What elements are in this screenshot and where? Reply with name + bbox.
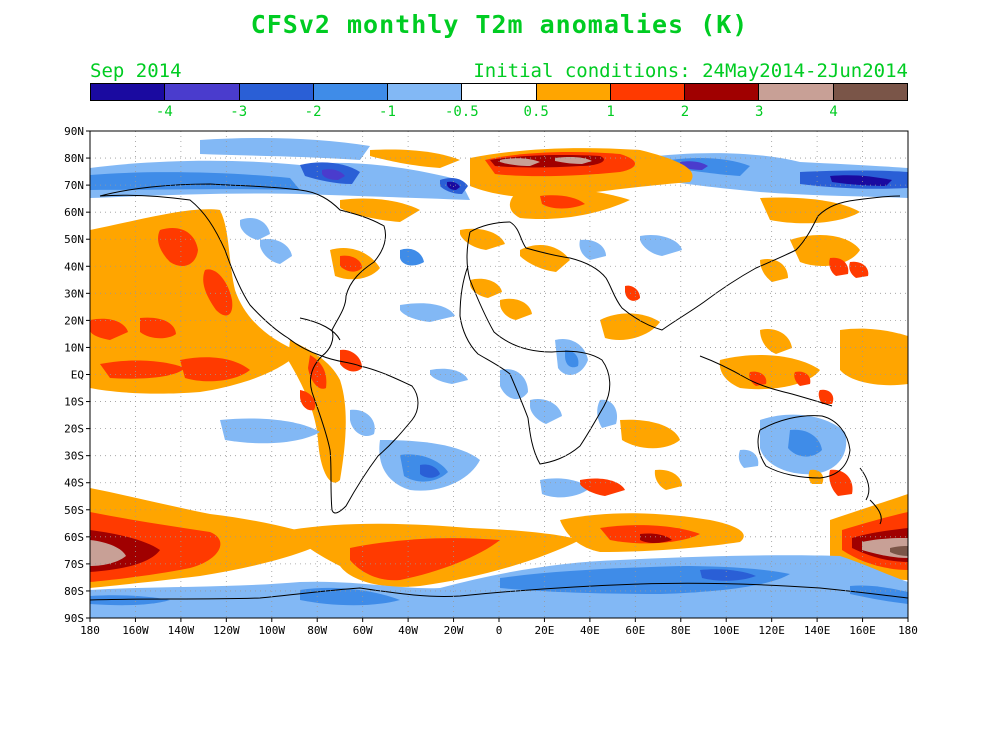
longitude-label: 160E xyxy=(849,624,876,637)
longitude-label: 60E xyxy=(625,624,645,637)
latitude-label: EQ xyxy=(71,369,84,382)
latitude-label: 40N xyxy=(64,260,84,273)
latitude-label: 20N xyxy=(64,314,84,327)
longitude-label: 140W xyxy=(168,624,195,637)
colorbar-segment xyxy=(610,84,686,100)
southern-ocean-warm-anomalies xyxy=(90,488,908,588)
colorbar-label: -4 xyxy=(155,104,173,120)
pacific-warm-anomalies xyxy=(90,209,300,394)
longitude-label: 20W xyxy=(444,624,464,637)
longitude-label: 60W xyxy=(353,624,373,637)
latitude-label: 80S xyxy=(64,585,84,598)
colorbar-label: 3 xyxy=(755,104,764,120)
longitude-label: 80E xyxy=(671,624,691,637)
africa-eurasia-anomalies xyxy=(460,228,682,498)
colorbar-label: -3 xyxy=(230,104,248,120)
colorbar-segment xyxy=(759,84,834,100)
latitude-label: 90S xyxy=(64,612,84,625)
latitude-label: 50N xyxy=(64,233,84,246)
colorbar-label: -0.5 xyxy=(444,104,479,120)
longitude-label: 40W xyxy=(398,624,418,637)
longitude-label: 0 xyxy=(496,624,503,637)
latitude-label: 60S xyxy=(64,531,84,544)
longitude-label: 160W xyxy=(122,624,149,637)
latitude-label: 30N xyxy=(64,287,84,300)
colorbar-segment xyxy=(165,84,240,100)
map-title: CFSv2 monthly T2m anomalies (K) xyxy=(250,10,749,39)
latitude-label: 20S xyxy=(64,423,84,436)
longitude-label: 120W xyxy=(213,624,240,637)
colorbar-label: 1 xyxy=(606,104,615,120)
longitude-label: 180 xyxy=(80,624,100,637)
colorbar xyxy=(90,83,908,101)
colorbar-segment xyxy=(91,84,166,100)
latitude-label: 70N xyxy=(64,179,84,192)
latitude-label: 10S xyxy=(64,396,84,409)
longitude-label: 100E xyxy=(713,624,740,637)
initial-conditions: Initial conditions: 24May2014-2Jun2014 xyxy=(473,60,908,82)
longitude-label: 180 xyxy=(898,624,918,637)
colorbar-label: 0.5 xyxy=(523,104,549,120)
colorbar-segment xyxy=(239,84,314,100)
latitude-label: 10N xyxy=(64,341,84,354)
latitude-label: 70S xyxy=(64,558,84,571)
latitude-label: 60N xyxy=(64,206,84,219)
longitude-label: 100W xyxy=(259,624,286,637)
asia-australia-anomalies xyxy=(719,235,908,496)
colorbar-label: 4 xyxy=(829,104,838,120)
latitude-label: 30S xyxy=(64,450,84,463)
americas-anomalies xyxy=(220,217,480,491)
longitude-label: 120E xyxy=(758,624,785,637)
colorbar-segment xyxy=(833,84,907,100)
gridlines xyxy=(90,131,908,618)
latitude-label: 80N xyxy=(64,152,84,165)
coastlines xyxy=(90,183,908,601)
longitude-label: 40E xyxy=(580,624,600,637)
longitude-label: 20E xyxy=(535,624,555,637)
colorbar-segment xyxy=(536,84,611,100)
colorbar-label: 2 xyxy=(680,104,690,120)
axis-labels: 90N 80N 70N 60N 50N 40N 30N 20N 10N EQ 10S 20S 30S 40… xyxy=(64,125,918,637)
latitude-label: 50S xyxy=(64,504,84,517)
longitude-label: 140E xyxy=(804,624,831,637)
colorbar-segment xyxy=(313,84,389,100)
latitude-label: 90N xyxy=(64,125,84,138)
colorbar-segment xyxy=(685,84,760,100)
colorbar-segment xyxy=(388,84,463,100)
longitude-label: 80W xyxy=(307,624,327,637)
latitude-label: 40S xyxy=(64,477,84,490)
colorbar-label: -1 xyxy=(379,104,396,120)
colorbar-label: -2 xyxy=(304,104,322,120)
colorbar-segment xyxy=(462,84,537,100)
forecast-month: Sep 2014 xyxy=(90,60,182,82)
